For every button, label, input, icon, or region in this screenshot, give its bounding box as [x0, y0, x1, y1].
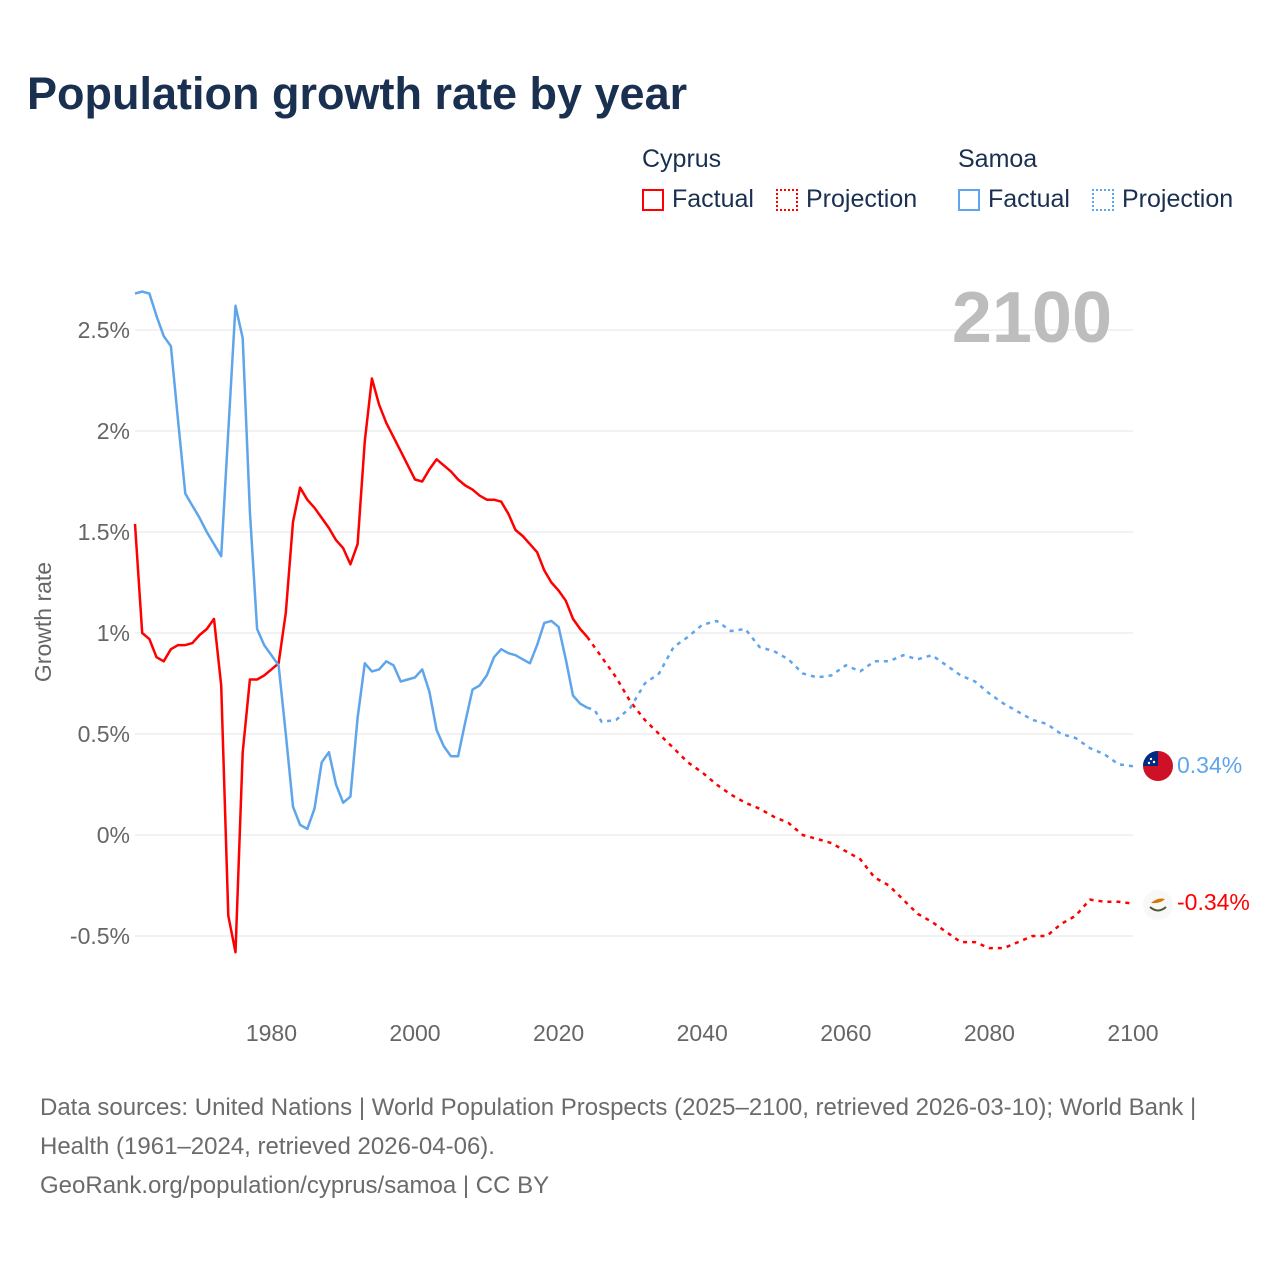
- x-tick-label: 2000: [389, 1020, 440, 1046]
- series-line-cyprus-factual: [133, 377, 589, 954]
- x-tick-label: 2040: [677, 1020, 728, 1046]
- y-tick-label: 2%: [97, 418, 130, 444]
- x-tick-label: 2060: [820, 1020, 871, 1046]
- x-tick-label: 2020: [533, 1020, 584, 1046]
- legend-label: Projection: [1122, 185, 1234, 213]
- y-tick-label: 0%: [97, 822, 130, 848]
- legend-samoa-projection[interactable]: Projection: [1092, 185, 1233, 214]
- cyprus-flag-icon: [1143, 890, 1173, 920]
- year-watermark: 2100: [952, 278, 1112, 358]
- sources-note: Data sources: United Nations | World Pop…: [40, 1088, 1240, 1205]
- legend-cyprus-projection[interactable]: Projection: [776, 185, 917, 214]
- samoa-flag-icon: [1143, 751, 1173, 781]
- legend-samoa-factual[interactable]: Factual: [958, 185, 1070, 214]
- attribution-link[interactable]: GeoRank.org/population/cyprus/samoa | CC…: [40, 1172, 550, 1199]
- y-tick-label: -0.5%: [70, 923, 130, 949]
- legend-swatch-dotted: [776, 188, 798, 211]
- legend-label: Factual: [988, 185, 1070, 213]
- y-tick-label: 1.5%: [78, 519, 130, 545]
- legend-group-samoa: Samoa: [958, 145, 1038, 173]
- chart-title: Population growth rate by year: [27, 68, 688, 119]
- legend-swatch-dotted: [1092, 188, 1114, 211]
- x-tick-label: 1980: [246, 1020, 297, 1046]
- legend-label: Projection: [806, 185, 918, 213]
- series-line-samoa-factual: [134, 290, 588, 831]
- y-tick-label: 1%: [97, 620, 130, 646]
- cyprus-end-label: -0.34%: [1177, 889, 1250, 915]
- data-sources-text: Data sources: United Nations | World Pop…: [40, 1094, 1197, 1160]
- y-axis-label: Growth rate: [30, 562, 56, 682]
- legend-label: Factual: [672, 185, 754, 213]
- x-tick-label: 2080: [964, 1020, 1015, 1046]
- legend-group-cyprus: Cyprus: [642, 145, 722, 173]
- samoa-end-label: 0.34%: [1177, 752, 1242, 778]
- series-line-cyprus-projection: [586, 636, 1134, 950]
- legend-swatch-solid: [958, 188, 980, 211]
- x-tick-label: 2100: [1107, 1020, 1158, 1046]
- series-line-samoa-projection: [586, 619, 1134, 768]
- legend-cyprus-factual[interactable]: Factual: [642, 185, 754, 214]
- y-tick-label: 0.5%: [78, 721, 130, 747]
- legend-swatch-solid: [642, 188, 664, 211]
- y-tick-label: 2.5%: [78, 317, 130, 343]
